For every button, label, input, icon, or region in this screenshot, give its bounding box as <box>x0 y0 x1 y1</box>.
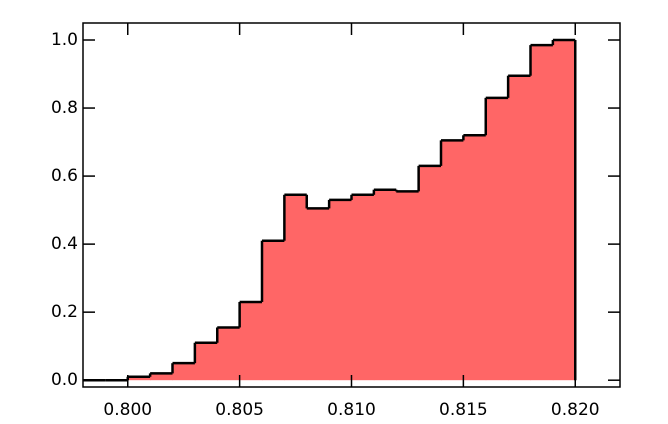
bar <box>172 363 196 381</box>
bar <box>552 40 576 381</box>
x-tick-label: 0.810 <box>327 400 376 420</box>
y-tick-label: 1.0 <box>51 30 78 50</box>
x-tick-label: 0.815 <box>439 400 488 420</box>
y-tick-label: 0.2 <box>51 302 78 322</box>
bar <box>530 45 554 381</box>
y-tick-label: 0.6 <box>51 166 78 186</box>
y-tick-label: 0.4 <box>51 234 78 254</box>
x-tick-label: 0.800 <box>103 400 152 420</box>
x-tick-label: 0.805 <box>215 400 264 420</box>
bar <box>194 342 218 381</box>
y-tick-label: 0.8 <box>51 98 78 118</box>
bar <box>329 199 352 381</box>
bar <box>373 189 397 381</box>
bar <box>150 373 173 381</box>
bar <box>217 327 241 381</box>
bar <box>306 208 330 381</box>
bar <box>284 194 308 381</box>
bar <box>441 140 464 381</box>
bar <box>262 240 285 381</box>
bar <box>396 191 420 381</box>
bar <box>127 376 151 381</box>
x-tick-label: 0.820 <box>551 400 600 420</box>
y-tick-label: 0.0 <box>51 370 78 390</box>
bar <box>463 135 487 381</box>
bar <box>508 75 531 381</box>
bar <box>485 97 509 381</box>
bar <box>239 301 263 381</box>
bar <box>418 165 442 381</box>
bar <box>351 194 375 381</box>
